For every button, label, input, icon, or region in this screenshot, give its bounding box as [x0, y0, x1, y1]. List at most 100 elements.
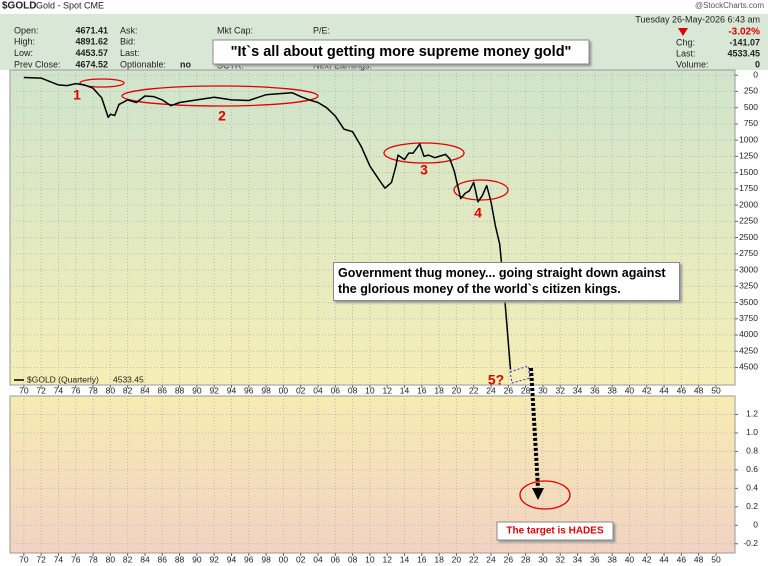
y-tick-label: 0.4: [746, 483, 758, 493]
annotation-box: [212, 39, 590, 65]
x-tick-label: 74: [54, 554, 64, 564]
last-label: Last:: [676, 48, 696, 58]
y-tick-label: 4250: [739, 345, 758, 355]
x-tick-label: 92: [209, 554, 219, 564]
x-tick-label: 70: [19, 554, 29, 564]
x-tick-label: 40: [625, 385, 635, 395]
x-tick-label: 12: [382, 385, 392, 395]
x-tick-label: 18: [434, 385, 444, 395]
field: Mkt Cap:: [217, 25, 253, 35]
x-tick-label: 18: [434, 554, 444, 564]
x-tick-label: 86: [158, 385, 168, 395]
x-tick-label: 00: [279, 385, 289, 395]
legend-label: $GOLD (Quarterly): [27, 374, 99, 384]
x-tick-label: 44: [659, 385, 669, 395]
legend-value: 4533.45: [113, 374, 144, 384]
quote-label: High:: [14, 37, 35, 47]
highlight-ellipse: [121, 85, 319, 107]
arrow-head: [532, 488, 544, 500]
x-tick-label: 08: [348, 554, 358, 564]
field: Bid:: [120, 37, 136, 47]
y-tick-label: 1750: [739, 183, 758, 193]
field: P/E:: [313, 25, 330, 35]
highlight-ellipse: [383, 142, 465, 164]
field: Last:: [120, 48, 140, 58]
x-tick-label: 90: [192, 385, 202, 395]
price-line: [23, 76, 512, 370]
x-tick-label: 22: [469, 554, 479, 564]
x-tick-label: 72: [36, 385, 46, 395]
lower-panel: [9, 395, 736, 554]
y-tick-label: 750: [744, 118, 758, 128]
x-tick-label: 38: [607, 385, 617, 395]
y-tick-label: 2250: [739, 216, 758, 226]
annotation: 5?: [488, 372, 504, 388]
annotation-box: Government thug money... going straight …: [333, 262, 680, 301]
field: Next Earnings:: [313, 60, 372, 70]
x-tick-label: 76: [71, 385, 81, 395]
x-tick-label: 82: [123, 554, 133, 564]
x-tick-label: 32: [556, 385, 566, 395]
x-tick-label: 20: [452, 385, 462, 395]
x-tick-label: 38: [607, 554, 617, 564]
quote-value: 4674.52: [75, 59, 108, 69]
x-tick-label: 02: [296, 385, 306, 395]
x-tick-label: 28: [521, 554, 531, 564]
x-tick-label: 24: [486, 554, 496, 564]
chg-value: -141.07: [729, 37, 760, 47]
x-tick-label: 26: [504, 554, 514, 564]
x-tick-label: 34: [573, 554, 583, 564]
x-tick-label: 50: [711, 385, 721, 395]
x-tick-label: 40: [625, 554, 635, 564]
x-tick-label: 76: [71, 554, 81, 564]
x-tick-label: 00: [279, 554, 289, 564]
y-tick-label: 250: [744, 86, 758, 96]
x-tick-label: 36: [590, 554, 600, 564]
last-value: 4533.45: [727, 48, 760, 58]
x-tick-label: 94: [227, 385, 237, 395]
y-tick-label: 0.2: [746, 501, 758, 511]
x-tick-label: 20: [452, 554, 462, 564]
x-tick-label: 90: [192, 554, 202, 564]
x-tick-label: 84: [140, 385, 150, 395]
x-tick-label: 96: [244, 554, 254, 564]
optionable-label: Optionable:: [120, 59, 166, 69]
x-tick-label: 06: [331, 554, 341, 564]
projection-box: [509, 365, 531, 384]
annotation: "It`s all about getting more supreme mon…: [231, 44, 572, 60]
x-tick-label: 22: [469, 385, 479, 395]
x-tick-label: 82: [123, 385, 133, 395]
x-tick-label: 30: [538, 385, 548, 395]
y-tick-label: 1.2: [746, 409, 758, 419]
x-tick-label: 94: [227, 554, 237, 564]
x-tick-label: 46: [677, 554, 687, 564]
x-tick-label: 36: [590, 385, 600, 395]
volume-label: Volume:: [676, 59, 709, 69]
x-tick-label: 42: [642, 554, 652, 564]
x-tick-label: 88: [175, 385, 185, 395]
x-tick-label: 08: [348, 385, 358, 395]
quote-value: 4453.57: [75, 48, 108, 58]
x-tick-label: 74: [54, 385, 64, 395]
y-tick-label: 3500: [739, 297, 758, 307]
y-tick-label: 2750: [739, 248, 758, 258]
x-tick-label: 16: [417, 554, 427, 564]
annotation: The target is HADES: [506, 526, 604, 537]
x-tick-label: 80: [106, 385, 116, 395]
quote-label: Prev Close:: [14, 59, 61, 69]
change-pct: -3.02%: [728, 27, 760, 38]
projection-arrow: [529, 367, 540, 489]
y-tick-label: 2500: [739, 232, 758, 242]
x-tick-label: 28: [521, 385, 531, 395]
y-tick-label: 1.0: [746, 427, 758, 437]
highlight-ellipse: [453, 179, 509, 201]
y-tick-label: 4500: [739, 362, 758, 372]
quote-value: 4671.41: [75, 25, 108, 35]
field: SCTR:: [217, 60, 244, 70]
field: Ask:: [120, 25, 138, 35]
x-tick-label: 98: [261, 385, 271, 395]
quote-label: Open:: [14, 25, 39, 35]
y-tick-label: 1250: [739, 151, 758, 161]
x-tick-label: 72: [36, 554, 46, 564]
